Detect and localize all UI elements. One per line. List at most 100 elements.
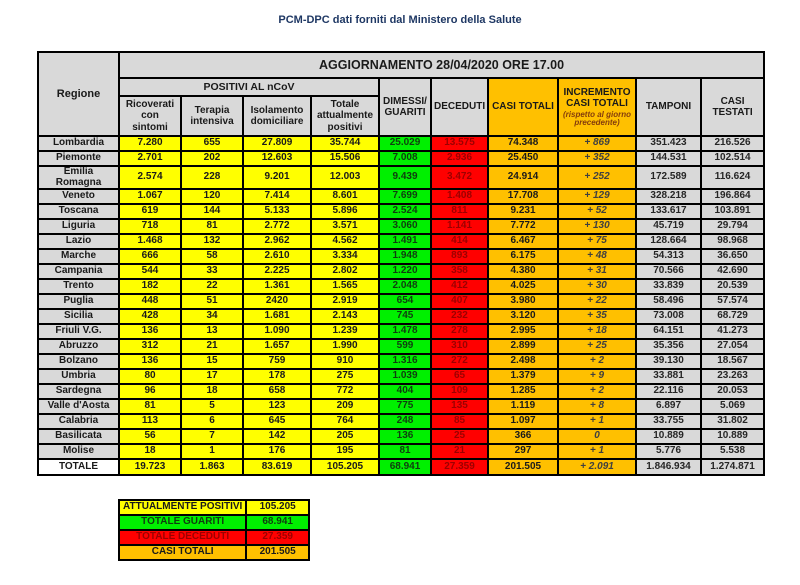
- cell-casi-totali: 2.498: [487, 353, 559, 370]
- cell-ricoverati: 56: [118, 428, 182, 445]
- cell-terapia-intensiva: 6: [180, 413, 244, 430]
- cell-regione: Bolzano: [37, 353, 120, 370]
- cell-incremento: + 2.091: [557, 458, 637, 476]
- table-row: Sardegna 96 18 658 772 404 109 1.285 + 2 22.116 20…: [37, 383, 766, 400]
- column-header-tamponi: TAMPONI: [635, 77, 702, 137]
- cell-tamponi: 22.116: [635, 383, 702, 400]
- cell-casi-testati: 103.891: [699, 203, 766, 220]
- cell-deceduti: 1.141: [430, 218, 489, 235]
- cell-deceduti: 412: [430, 278, 489, 295]
- cell-deceduti: 358: [430, 263, 489, 280]
- cell-terapia-intensiva: 228: [180, 165, 244, 190]
- cell-incremento: + 48: [557, 248, 637, 265]
- cell-ricoverati: 619: [118, 203, 182, 220]
- cell-deceduti: 3.472: [430, 165, 489, 190]
- table-row: Calabria 113 6 645 764 248 85 1.097 + 1 33.755 31.…: [37, 413, 766, 430]
- cell-regione: Sardegna: [37, 383, 120, 400]
- cell-terapia-intensiva: 15: [180, 353, 244, 370]
- cell-ricoverati: 428: [118, 308, 182, 325]
- cell-incremento: + 31: [557, 263, 637, 280]
- cell-isolamento-domiciliare: 7.414: [242, 188, 312, 205]
- cell-terapia-intensiva: 655: [180, 135, 244, 152]
- cell-casi-testati: 10.889: [699, 428, 766, 445]
- cell-deceduti: 2.936: [430, 150, 489, 167]
- cell-dimessi-guariti: 599: [378, 338, 432, 355]
- cell-regione: Sicilia: [37, 308, 120, 325]
- cell-casi-totali: 2.995: [487, 323, 559, 340]
- cell-casi-totali: 3.120: [487, 308, 559, 325]
- cell-ricoverati: 81: [118, 398, 182, 415]
- cell-casi-testati: 20.539: [699, 278, 766, 295]
- cell-totale-positivi: 209: [310, 398, 380, 415]
- cell-tamponi: 33.839: [635, 278, 702, 295]
- cell-regione: Liguria: [37, 218, 120, 235]
- table-body: Lombardia 7.280 655 27.809 35.744 25.029 13.57…: [37, 135, 766, 476]
- cell-ricoverati: 7.280: [118, 135, 182, 152]
- cell-regione: Friuli V.G.: [37, 323, 120, 340]
- cell-dimessi-guariti: 7.699: [378, 188, 432, 205]
- cell-totale-positivi: 12.003: [310, 165, 380, 190]
- cell-regione: Emilia Romagna: [37, 165, 120, 190]
- cell-casi-totali: 201.505: [487, 458, 559, 476]
- cell-totale-positivi: 4.562: [310, 233, 380, 250]
- cell-tamponi: 33.755: [635, 413, 702, 430]
- cell-regione: Puglia: [37, 293, 120, 310]
- cell-tamponi: 1.846.934: [635, 458, 702, 476]
- cell-totale-positivi: 1.990: [310, 338, 380, 355]
- column-header-isolamento: Isolamento domiciliare: [242, 95, 312, 137]
- cell-casi-totali: 9.231: [487, 203, 559, 220]
- table-row: Liguria 718 81 2.772 3.571 3.060 1.141 7.772 + 1…: [37, 218, 766, 235]
- cell-isolamento-domiciliare: 142: [242, 428, 312, 445]
- table-row: Umbria 80 17 178 275 1.039 65 1.379 + 9 33.881 23.…: [37, 368, 766, 385]
- cell-ricoverati: 113: [118, 413, 182, 430]
- cell-deceduti: 109: [430, 383, 489, 400]
- cell-casi-totali: 366: [487, 428, 559, 445]
- cell-incremento: + 130: [557, 218, 637, 235]
- cell-dimessi-guariti: 404: [378, 383, 432, 400]
- cell-totale-positivi: 5.896: [310, 203, 380, 220]
- legend-label: CASI TOTALI: [117, 544, 248, 561]
- column-header-dimessi-guariti: DIMESSI/ GUARITI: [378, 77, 432, 137]
- totale-row: TOTALE 19.723 1.863 83.619 105.205 68.941 27.3…: [37, 458, 766, 476]
- table-header: Regione AGGIORNAMENTO 28/04/2020 ORE 17.…: [37, 51, 766, 137]
- cell-regione: Toscana: [37, 203, 120, 220]
- cell-terapia-intensiva: 81: [180, 218, 244, 235]
- cell-terapia-intensiva: 34: [180, 308, 244, 325]
- table-row: Sicilia 428 34 1.681 2.143 745 232 3.120 + 35 73.…: [37, 308, 766, 325]
- legend-value: 201.505: [245, 544, 310, 561]
- table-row: Puglia 448 51 2420 2.919 654 407 3.980 + 22 58.49…: [37, 293, 766, 310]
- cell-casi-testati: 42.690: [699, 263, 766, 280]
- cell-casi-totali: 1.285: [487, 383, 559, 400]
- cell-regione: Campania: [37, 263, 120, 280]
- cell-terapia-intensiva: 144: [180, 203, 244, 220]
- column-header-ricoverati: Ricoverati con sintomi: [118, 95, 182, 137]
- cell-tamponi: 58.496: [635, 293, 702, 310]
- cell-regione: Lazio: [37, 233, 120, 250]
- cell-incremento: + 52: [557, 203, 637, 220]
- cell-casi-totali: 1.097: [487, 413, 559, 430]
- cell-totale-positivi: 910: [310, 353, 380, 370]
- cell-regione: Calabria: [37, 413, 120, 430]
- cell-totale-positivi: 1.239: [310, 323, 380, 340]
- cell-ricoverati: 312: [118, 338, 182, 355]
- cell-totale-positivi: 3.571: [310, 218, 380, 235]
- cell-dimessi-guariti: 136: [378, 428, 432, 445]
- cell-deceduti: 27.359: [430, 458, 489, 476]
- legend-row: ATTUALMENTE POSITIVI 105.205: [117, 499, 310, 516]
- table-row: Trento 182 22 1.361 1.565 2.048 412 4.025 + 30 33…: [37, 278, 766, 295]
- cell-terapia-intensiva: 1.863: [180, 458, 244, 476]
- cell-deceduti: 272: [430, 353, 489, 370]
- cell-casi-testati: 57.574: [699, 293, 766, 310]
- cell-incremento: + 18: [557, 323, 637, 340]
- legend-row: CASI TOTALI 201.505: [117, 544, 310, 561]
- cell-dimessi-guariti: 3.060: [378, 218, 432, 235]
- table-row: Valle d'Aosta 81 5 123 209 775 135 1.119 + 8 6.89…: [37, 398, 766, 415]
- cell-dimessi-guariti: 654: [378, 293, 432, 310]
- cell-dimessi-guariti: 2.524: [378, 203, 432, 220]
- cell-ricoverati: 666: [118, 248, 182, 265]
- covid-data-table: Regione AGGIORNAMENTO 28/04/2020 ORE 17.…: [37, 51, 766, 476]
- cell-terapia-intensiva: 7: [180, 428, 244, 445]
- cell-casi-testati: 20.053: [699, 383, 766, 400]
- cell-isolamento-domiciliare: 27.809: [242, 135, 312, 152]
- cell-incremento: + 1: [557, 413, 637, 430]
